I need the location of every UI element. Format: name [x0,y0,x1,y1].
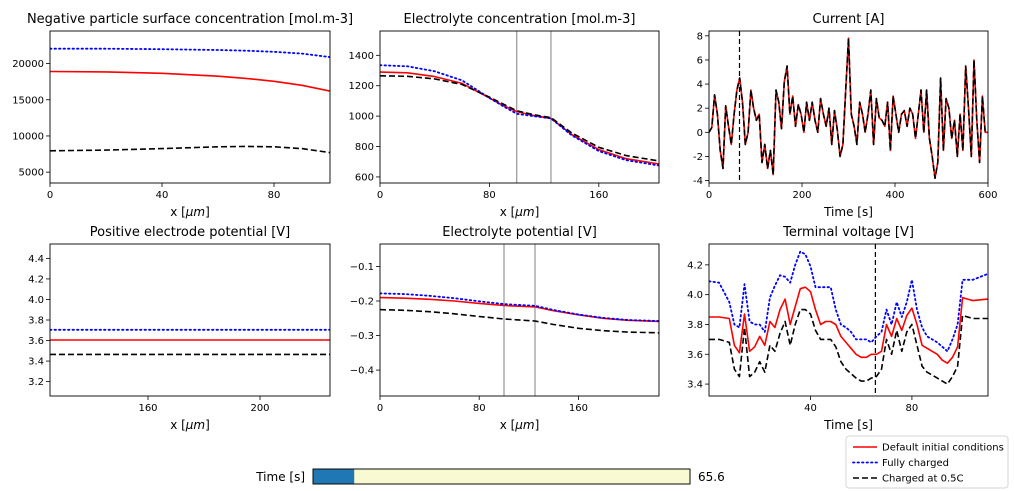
current-xlabel: Time [s] [823,205,873,219]
electrolyte-conc-xtick-label: 0 [377,190,383,201]
current-series-charged-at-0-5c [709,37,988,179]
neg-particle-conc-xtick-label: 40 [156,190,169,201]
electrolyte-conc-ytick-label: 1000 [349,112,374,123]
electrolyte-conc-title: Electrolyte concentration [mol.m-3] [404,12,636,27]
electrolyte-potential-ytick-label: −0.4 [350,366,374,377]
slider-label: Time [s] [255,470,305,484]
legend-label: Fully charged [882,458,949,469]
pos-electrode-potential-ytick-label: 4.4 [28,254,44,265]
terminal-voltage-ytick-label: 4.2 [687,260,703,271]
current-xtick-label: 600 [978,190,997,201]
pos-electrode-potential-ytick-label: 3.4 [28,357,44,368]
electrolyte-conc-series-charged-at-0-5c [380,75,659,162]
legend-frame [845,435,1009,489]
neg-particle-conc-ytick-label: 20000 [12,59,44,70]
neg-particle-conc-xlabel: x [μm] [170,205,210,219]
electrolyte-conc-xtick-label: 80 [483,190,496,201]
neg-particle-conc-series-charged-at-0-5c [50,145,330,154]
legend: Default initial conditions Fully charged C… [845,435,1009,489]
neg-particle-conc-axes-frame [49,30,331,184]
current-ytick-label: 0 [697,128,703,139]
pos-electrode-potential-axes-frame [49,243,331,397]
electrolyte-potential-xtick-label: 160 [569,403,588,414]
terminal-voltage-xtick-label: 80 [906,403,919,414]
chart-terminal-voltage: Terminal voltage [V] 40 80 3.4 3.6 3.8 4.0 4.2 T… [687,225,989,432]
pos-electrode-potential-xtick-label: 160 [138,403,157,414]
current-title: Current [A] [813,12,885,27]
electrolyte-potential-xlabel: x [μm] [500,418,540,432]
current-xtick-label: 400 [885,190,904,201]
terminal-voltage-ytick-label: 4.0 [687,290,703,301]
electrolyte-conc-ytick-label: 600 [355,172,374,183]
terminal-voltage-xlabel: Time [s] [823,418,873,432]
neg-particle-conc-series-default-initial-conditions [50,70,330,92]
terminal-voltage-axes-frame [708,243,989,397]
electrolyte-conc-ytick-label: 1200 [349,81,374,92]
current-xtick-label: 0 [706,190,712,201]
electrolyte-potential-series-fully-charged [380,292,659,322]
terminal-voltage-series-charged-at-0-5c [709,308,988,385]
current-ytick-label: 2 [697,104,703,115]
pos-electrode-potential-ytick-label: 3.8 [28,316,44,327]
current-ytick-label: 6 [697,55,703,66]
current-ytick-label: -2 [693,152,703,163]
chart-current: Current [A] 0 200 400 600 -4 -2 0 2 4 6 8 Time [s] [693,12,998,219]
pos-electrode-potential-title: Positive electrode potential [V] [90,225,291,240]
electrolyte-potential-axes-frame [379,243,660,397]
electrolyte-conc-xtick-label: 160 [589,190,608,201]
current-xtick-label: 200 [792,190,811,201]
electrolyte-potential-ytick-label: −0.3 [350,331,374,342]
terminal-voltage-series-fully-charged [709,250,988,353]
pos-electrode-potential-ytick-label: 4.0 [28,295,44,306]
chart-neg-particle-conc: Negative particle surface concentration … [12,12,353,219]
electrolyte-conc-axes-frame [379,30,660,184]
terminal-voltage-ytick-label: 3.4 [687,380,703,391]
pos-electrode-potential-ytick-label: 3.2 [28,377,44,388]
legend-label: Charged at 0.5C [882,474,964,485]
current-ytick-label: 8 [697,31,703,42]
electrolyte-conc-ytick-label: 1400 [349,51,374,62]
current-ytick-label: 4 [697,80,703,91]
electrolyte-potential-ytick-label: −0.2 [350,297,374,308]
electrolyte-potential-ytick-label: −0.1 [350,262,374,273]
electrolyte-potential-xtick-label: 80 [473,403,486,414]
chart-pos-electrode-potential: Positive electrode potential [V] 160 200 3.… [28,225,331,432]
neg-particle-conc-ytick-label: 10000 [12,131,44,142]
pos-electrode-potential-xlabel: x [μm] [170,418,210,432]
neg-particle-conc-title: Negative particle surface concentration … [27,12,353,27]
slider-value: 65.6 [698,470,725,484]
time-slider[interactable]: Time [s] 65.6 [255,468,725,485]
neg-particle-conc-ytick-label: 5000 [19,168,44,179]
slider-border [312,468,691,485]
terminal-voltage-title: Terminal voltage [V] [782,225,914,240]
slider-fill [313,469,355,484]
slider-track[interactable] [312,468,691,485]
terminal-voltage-series-default-initial-conditions [709,286,988,365]
electrolyte-potential-series-default-initial-conditions [380,296,659,323]
chart-electrolyte-potential: Electrolyte potential [V] 0 80 160 −0.4 −0.3 −… [350,225,660,432]
pos-electrode-potential-ytick-label: 3.6 [28,336,44,347]
neg-particle-conc-xtick-label: 0 [47,190,53,201]
electrolyte-potential-series-charged-at-0-5c [380,308,659,334]
terminal-voltage-ytick-label: 3.8 [687,320,703,331]
neg-particle-conc-series-fully-charged [50,47,330,58]
neg-particle-conc-ytick-label: 15000 [12,95,44,106]
terminal-voltage-xtick-label: 40 [804,403,817,414]
chart-electrolyte-conc: Electrolyte concentration [mol.m-3] 0 80 16… [349,12,660,219]
electrolyte-conc-ytick-label: 800 [355,142,374,153]
electrolyte-potential-xtick-label: 0 [377,403,383,414]
pos-electrode-potential-ytick-label: 4.2 [28,274,44,285]
pos-electrode-potential-xtick-label: 200 [250,403,269,414]
current-axes-frame [708,30,989,184]
electrolyte-conc-series-fully-charged [380,64,659,167]
neg-particle-conc-xtick-label: 80 [268,190,281,201]
current-ytick-label: -4 [693,176,703,187]
electrolyte-conc-xlabel: x [μm] [500,205,540,219]
electrolyte-potential-title: Electrolyte potential [V] [442,225,597,240]
electrolyte-conc-series-default-initial-conditions [380,71,659,165]
legend-label: Default initial conditions [882,443,1004,454]
terminal-voltage-ytick-label: 3.6 [687,350,703,361]
